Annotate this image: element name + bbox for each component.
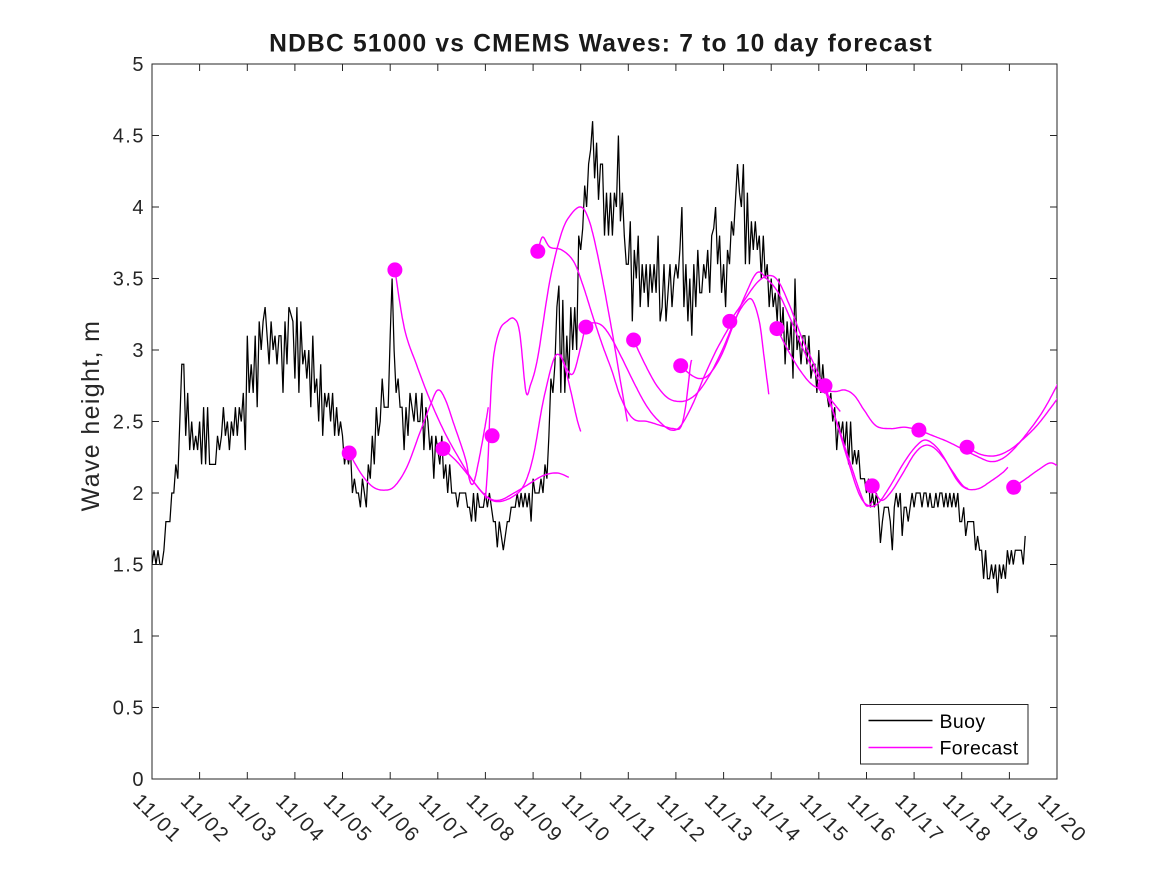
svg-text:0: 0 bbox=[132, 769, 145, 791]
svg-text:1.5: 1.5 bbox=[113, 554, 145, 576]
svg-text:2.5: 2.5 bbox=[113, 411, 145, 433]
svg-text:2: 2 bbox=[132, 483, 145, 505]
svg-text:Buoy: Buoy bbox=[940, 711, 986, 733]
svg-text:4.5: 4.5 bbox=[113, 125, 145, 147]
svg-text:3.5: 3.5 bbox=[113, 268, 145, 290]
svg-text:1: 1 bbox=[132, 626, 145, 648]
svg-text:Forecast: Forecast bbox=[940, 738, 1019, 760]
svg-text:NDBC 51000 vs CMEMS Waves: 7 t: NDBC 51000 vs CMEMS Waves: 7 to 10 day f… bbox=[269, 31, 933, 58]
svg-text:4: 4 bbox=[132, 197, 145, 219]
svg-text:0.5: 0.5 bbox=[113, 697, 145, 719]
svg-text:Wave height, m: Wave height, m bbox=[77, 320, 105, 512]
svg-text:5: 5 bbox=[132, 54, 145, 76]
svg-text:3: 3 bbox=[132, 340, 145, 362]
